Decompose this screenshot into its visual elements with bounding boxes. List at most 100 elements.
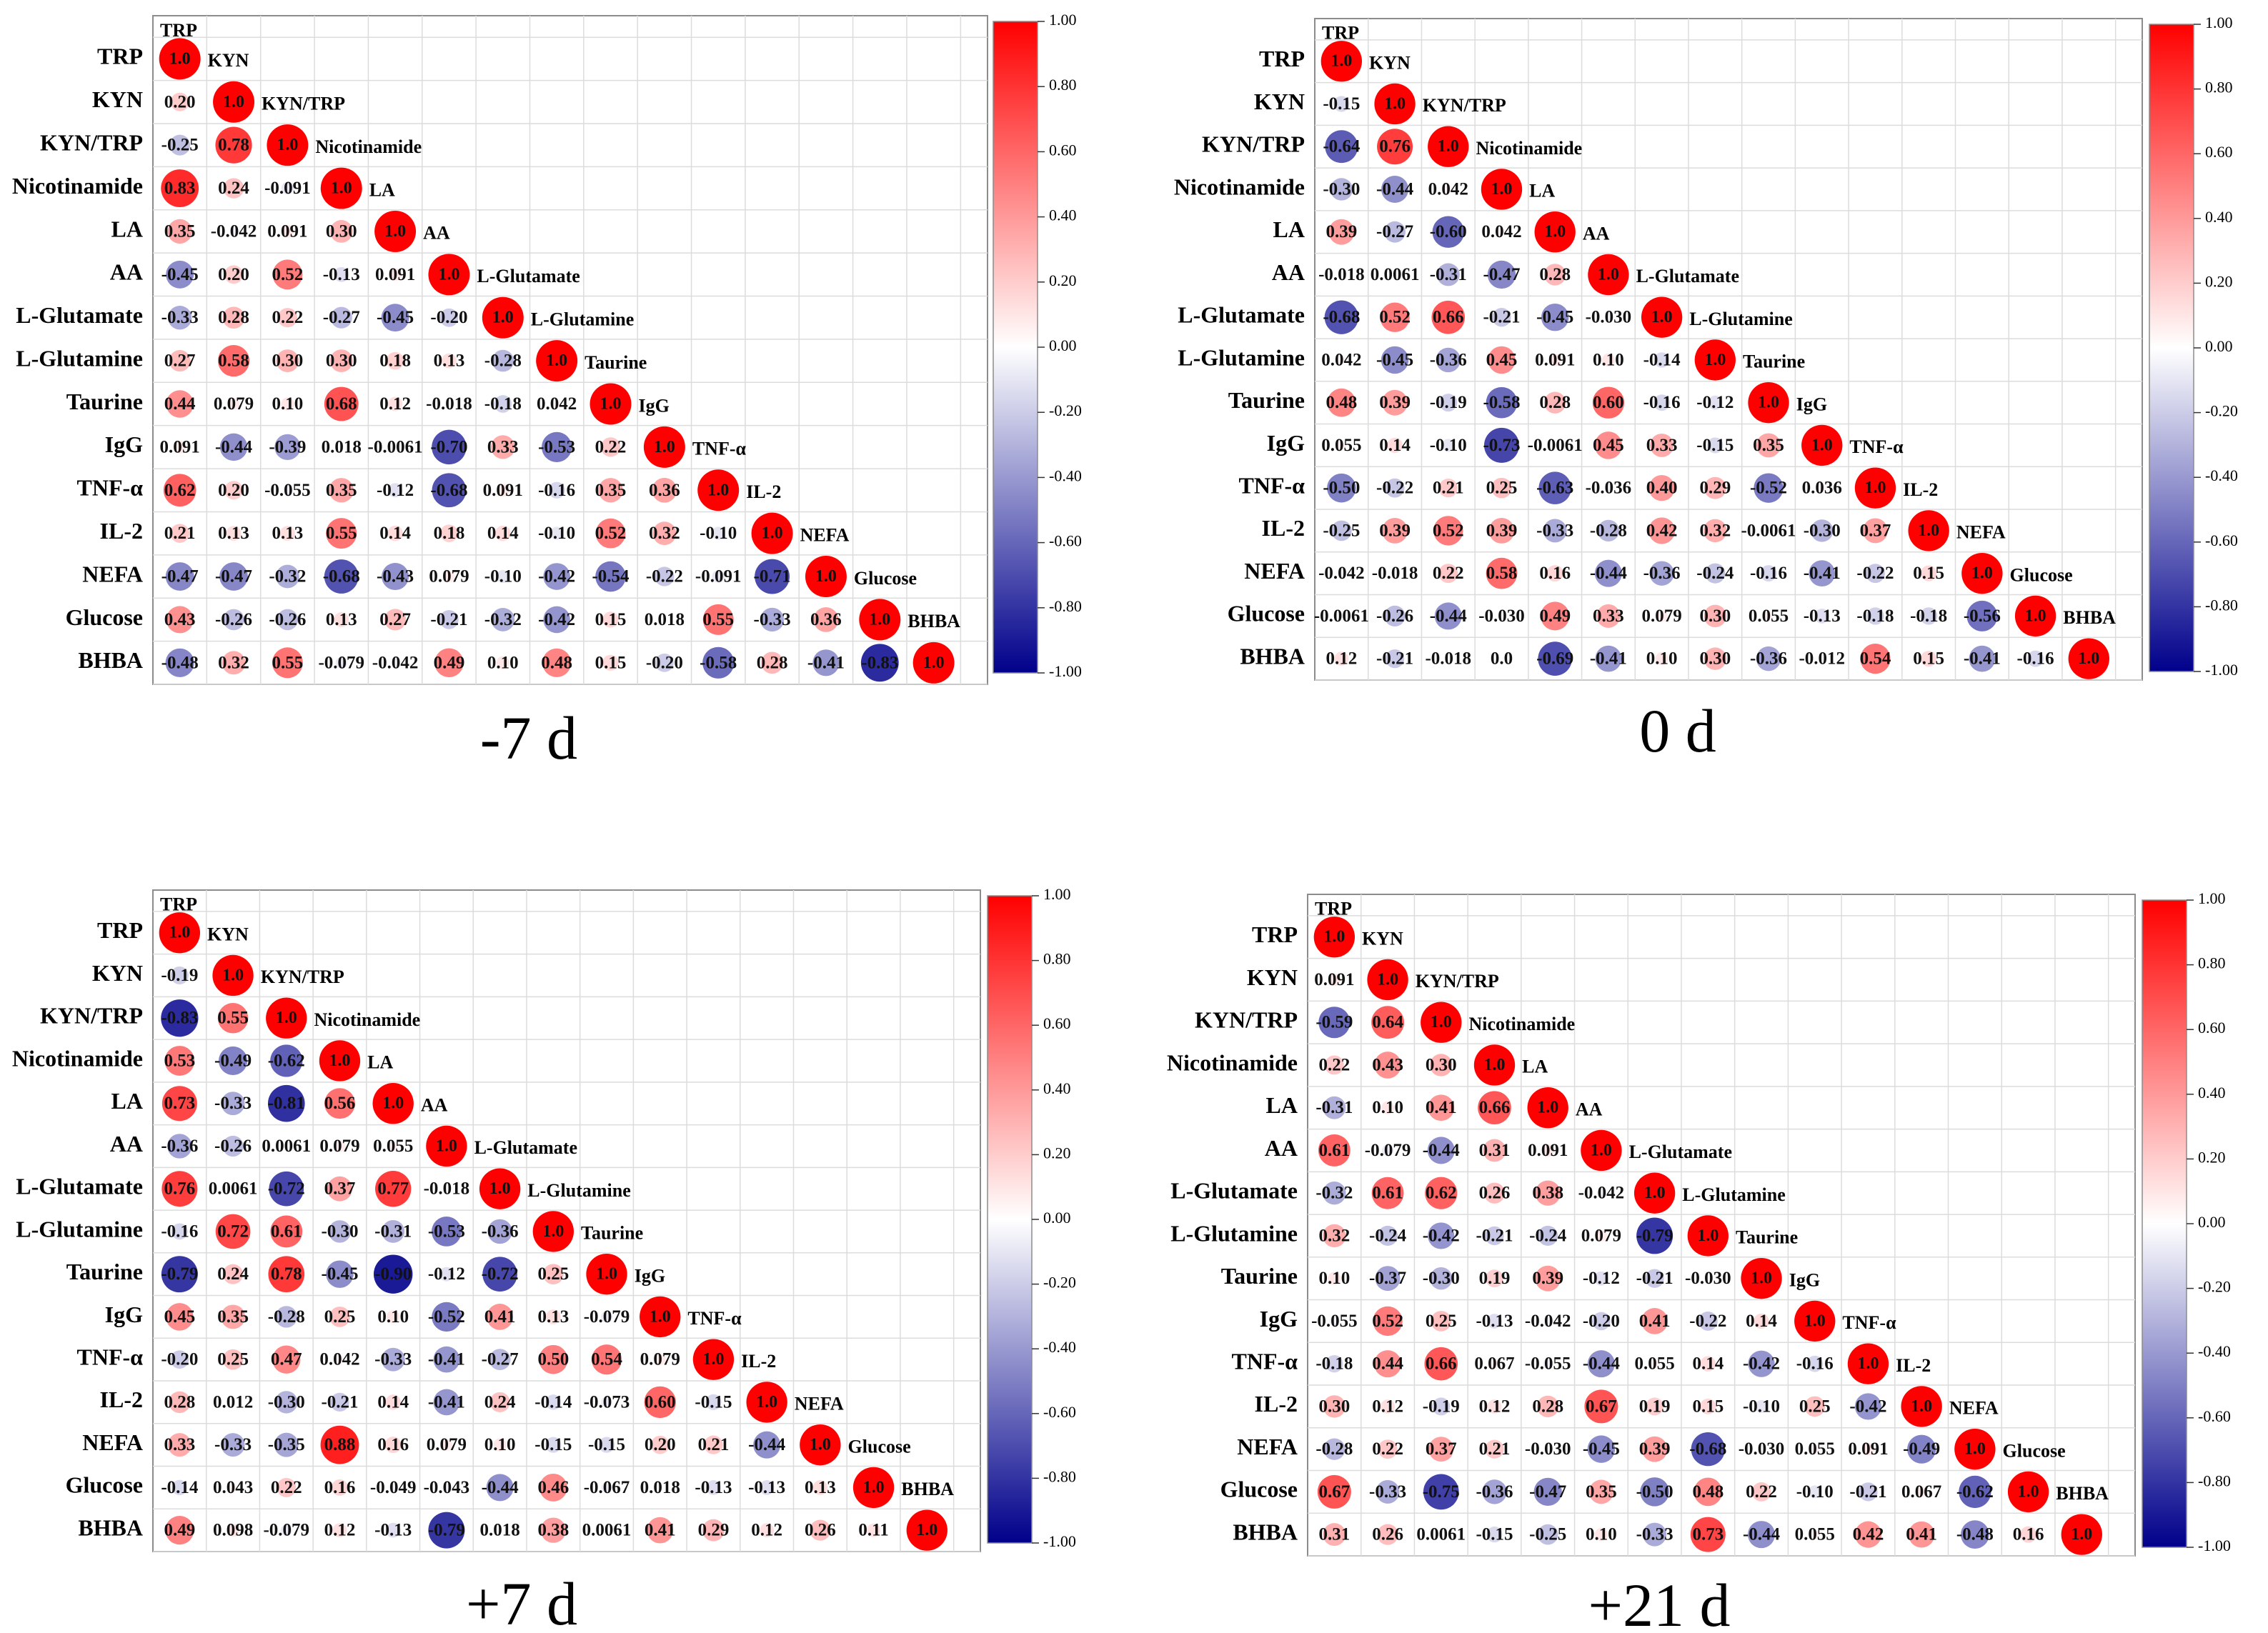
correlation-circle bbox=[1592, 1312, 1611, 1331]
correlation-value-label: 0.055 bbox=[1321, 436, 1361, 455]
column-label-la: LA bbox=[1522, 1057, 1548, 1077]
correlation-value-label: 0.73 bbox=[1692, 1525, 1724, 1544]
correlation-value-label: 0.16 bbox=[324, 1478, 356, 1497]
correlation-value-label: -0.42 bbox=[1743, 1354, 1780, 1374]
correlation-circle bbox=[1748, 382, 1789, 424]
correlation-value-label: 0.28 bbox=[1532, 1397, 1563, 1416]
colorbar-tick-label: -0.60 bbox=[2198, 1407, 2231, 1425]
correlation-value-label: 0.37 bbox=[324, 1179, 356, 1199]
correlation-value-label: -0.41 bbox=[1590, 649, 1627, 669]
correlation-value-label: -0.44 bbox=[1423, 1141, 1461, 1160]
correlation-value-label: 0.10 bbox=[1586, 1525, 1617, 1544]
correlation-value-label: -0.44 bbox=[748, 1435, 786, 1454]
correlation-value-label: -0.62 bbox=[1956, 1482, 1994, 1502]
correlation-circle bbox=[1327, 388, 1356, 417]
diagonal-value-label: 1.0 bbox=[762, 524, 783, 543]
colorbar-tick-label: -0.60 bbox=[2205, 531, 2238, 549]
correlation-value-label: 0.10 bbox=[1318, 1269, 1350, 1288]
correlation-circle bbox=[1854, 1393, 1882, 1420]
colorbar-tick-label: -0.60 bbox=[1049, 532, 1082, 550]
correlation-circle bbox=[652, 477, 677, 503]
row-label-aa: AA bbox=[1272, 259, 1305, 285]
correlation-value-label: -0.018 bbox=[1318, 265, 1365, 284]
correlation-circle bbox=[813, 607, 839, 632]
correlation-circle bbox=[1538, 1225, 1558, 1246]
correlation-value-label: 0.55 bbox=[702, 610, 734, 629]
correlation-circle bbox=[1432, 1397, 1451, 1416]
row-label-kyn-trp: KYN/TRP bbox=[40, 1003, 143, 1029]
correlation-circle bbox=[1859, 1482, 1878, 1502]
correlation-circle bbox=[543, 563, 570, 590]
correlation-circle bbox=[1819, 656, 1824, 661]
correlation-value-label: -0.90 bbox=[374, 1264, 412, 1284]
correlation-circle bbox=[1587, 1350, 1615, 1378]
correlation-circle bbox=[335, 656, 347, 669]
correlation-value-label: 0.28 bbox=[1539, 265, 1571, 284]
correlation-value-label: 0.29 bbox=[1699, 479, 1731, 498]
correlation-circle bbox=[391, 658, 400, 667]
correlation-value-label: 0.67 bbox=[1318, 1482, 1350, 1502]
correlation-circle bbox=[222, 651, 246, 675]
correlation-value-label: -0.44 bbox=[1743, 1525, 1781, 1544]
correlation-value-label: 0.079 bbox=[1641, 606, 1681, 626]
correlation-circle bbox=[1543, 1359, 1553, 1369]
correlation-value-label: -0.036 bbox=[1586, 479, 1632, 498]
correlation-circle bbox=[1959, 1475, 1991, 1508]
diagonal-value-label: 1.0 bbox=[331, 179, 352, 198]
correlation-circle bbox=[1432, 216, 1464, 248]
correlation-value-label: 0.43 bbox=[164, 610, 196, 629]
correlation-circle bbox=[330, 1392, 349, 1412]
correlation-value-label: 0.30 bbox=[1699, 649, 1731, 669]
correlation-circle bbox=[1704, 476, 1726, 499]
column-label-glucose: Glucose bbox=[2003, 1440, 2066, 1461]
correlation-value-label: -0.21 bbox=[1476, 1226, 1513, 1245]
correlation-circle bbox=[1535, 1180, 1561, 1206]
correlation-circle bbox=[320, 167, 362, 209]
correlation-circle bbox=[1489, 1358, 1500, 1369]
column-label-glucose: Glucose bbox=[848, 1436, 911, 1457]
correlation-circle bbox=[1445, 656, 1451, 661]
correlation-value-label: 0.14 bbox=[379, 524, 411, 543]
correlation-circle bbox=[213, 81, 255, 123]
correlation-value-label: -0.14 bbox=[161, 1478, 199, 1497]
correlation-value-label: -0.33 bbox=[161, 308, 199, 327]
correlation-circle bbox=[1597, 519, 1620, 542]
correlation-circle bbox=[1648, 475, 1675, 501]
correlation-circle bbox=[1485, 1226, 1504, 1246]
correlation-circle bbox=[388, 483, 403, 498]
correlation-circle bbox=[486, 1474, 514, 1502]
correlation-circle bbox=[1323, 1181, 1346, 1205]
correlation-value-label: 0.018 bbox=[640, 1478, 680, 1497]
correlation-value-label: -0.055 bbox=[264, 481, 311, 500]
correlation-circle bbox=[1921, 651, 1937, 667]
correlation-value-label: 0.14 bbox=[487, 524, 519, 543]
column-label-kyn: KYN bbox=[1362, 928, 1403, 949]
correlation-value-label: -0.18 bbox=[1856, 606, 1894, 626]
diagonal-value-label: 1.0 bbox=[2071, 1525, 2092, 1544]
correlation-panel-21-d: TRP TRP KYN KYN/TRP Nicotinamide LA AA L-Glutam… bbox=[1167, 889, 2231, 1633]
correlation-circle bbox=[1380, 302, 1410, 332]
correlation-value-label: 0.18 bbox=[379, 351, 411, 371]
correlation-value-label: 0.48 bbox=[1326, 393, 1357, 412]
correlation-circle bbox=[1866, 564, 1885, 584]
panel-title: -7 d bbox=[480, 704, 577, 772]
correlation-circle bbox=[655, 653, 674, 672]
correlation-value-label: 0.25 bbox=[537, 1264, 569, 1284]
correlation-circle bbox=[1392, 570, 1398, 576]
row-label-igg: IgG bbox=[105, 431, 143, 457]
row-label-glucose: Glucose bbox=[1220, 1477, 1298, 1502]
diagonal-value-label: 1.0 bbox=[702, 1350, 724, 1369]
row-label-igg: IgG bbox=[1267, 430, 1305, 456]
correlation-value-label: 0.15 bbox=[1692, 1397, 1724, 1416]
correlation-value-label: 0.30 bbox=[272, 351, 304, 371]
correlation-circle bbox=[166, 1303, 194, 1331]
correlation-value-label: 0.20 bbox=[218, 481, 249, 500]
correlation-value-label: 0.0061 bbox=[582, 1521, 632, 1540]
correlation-value-label: -0.10 bbox=[484, 567, 522, 586]
correlation-value-label: -0.16 bbox=[2017, 649, 2054, 669]
correlation-circle bbox=[428, 254, 470, 296]
row-label-l-glutamine: L-Glutamine bbox=[16, 1216, 143, 1242]
diagonal-value-label: 1.0 bbox=[438, 265, 459, 284]
correlation-value-label: -0.83 bbox=[161, 1009, 198, 1028]
correlation-value-label: 0.24 bbox=[218, 179, 249, 198]
